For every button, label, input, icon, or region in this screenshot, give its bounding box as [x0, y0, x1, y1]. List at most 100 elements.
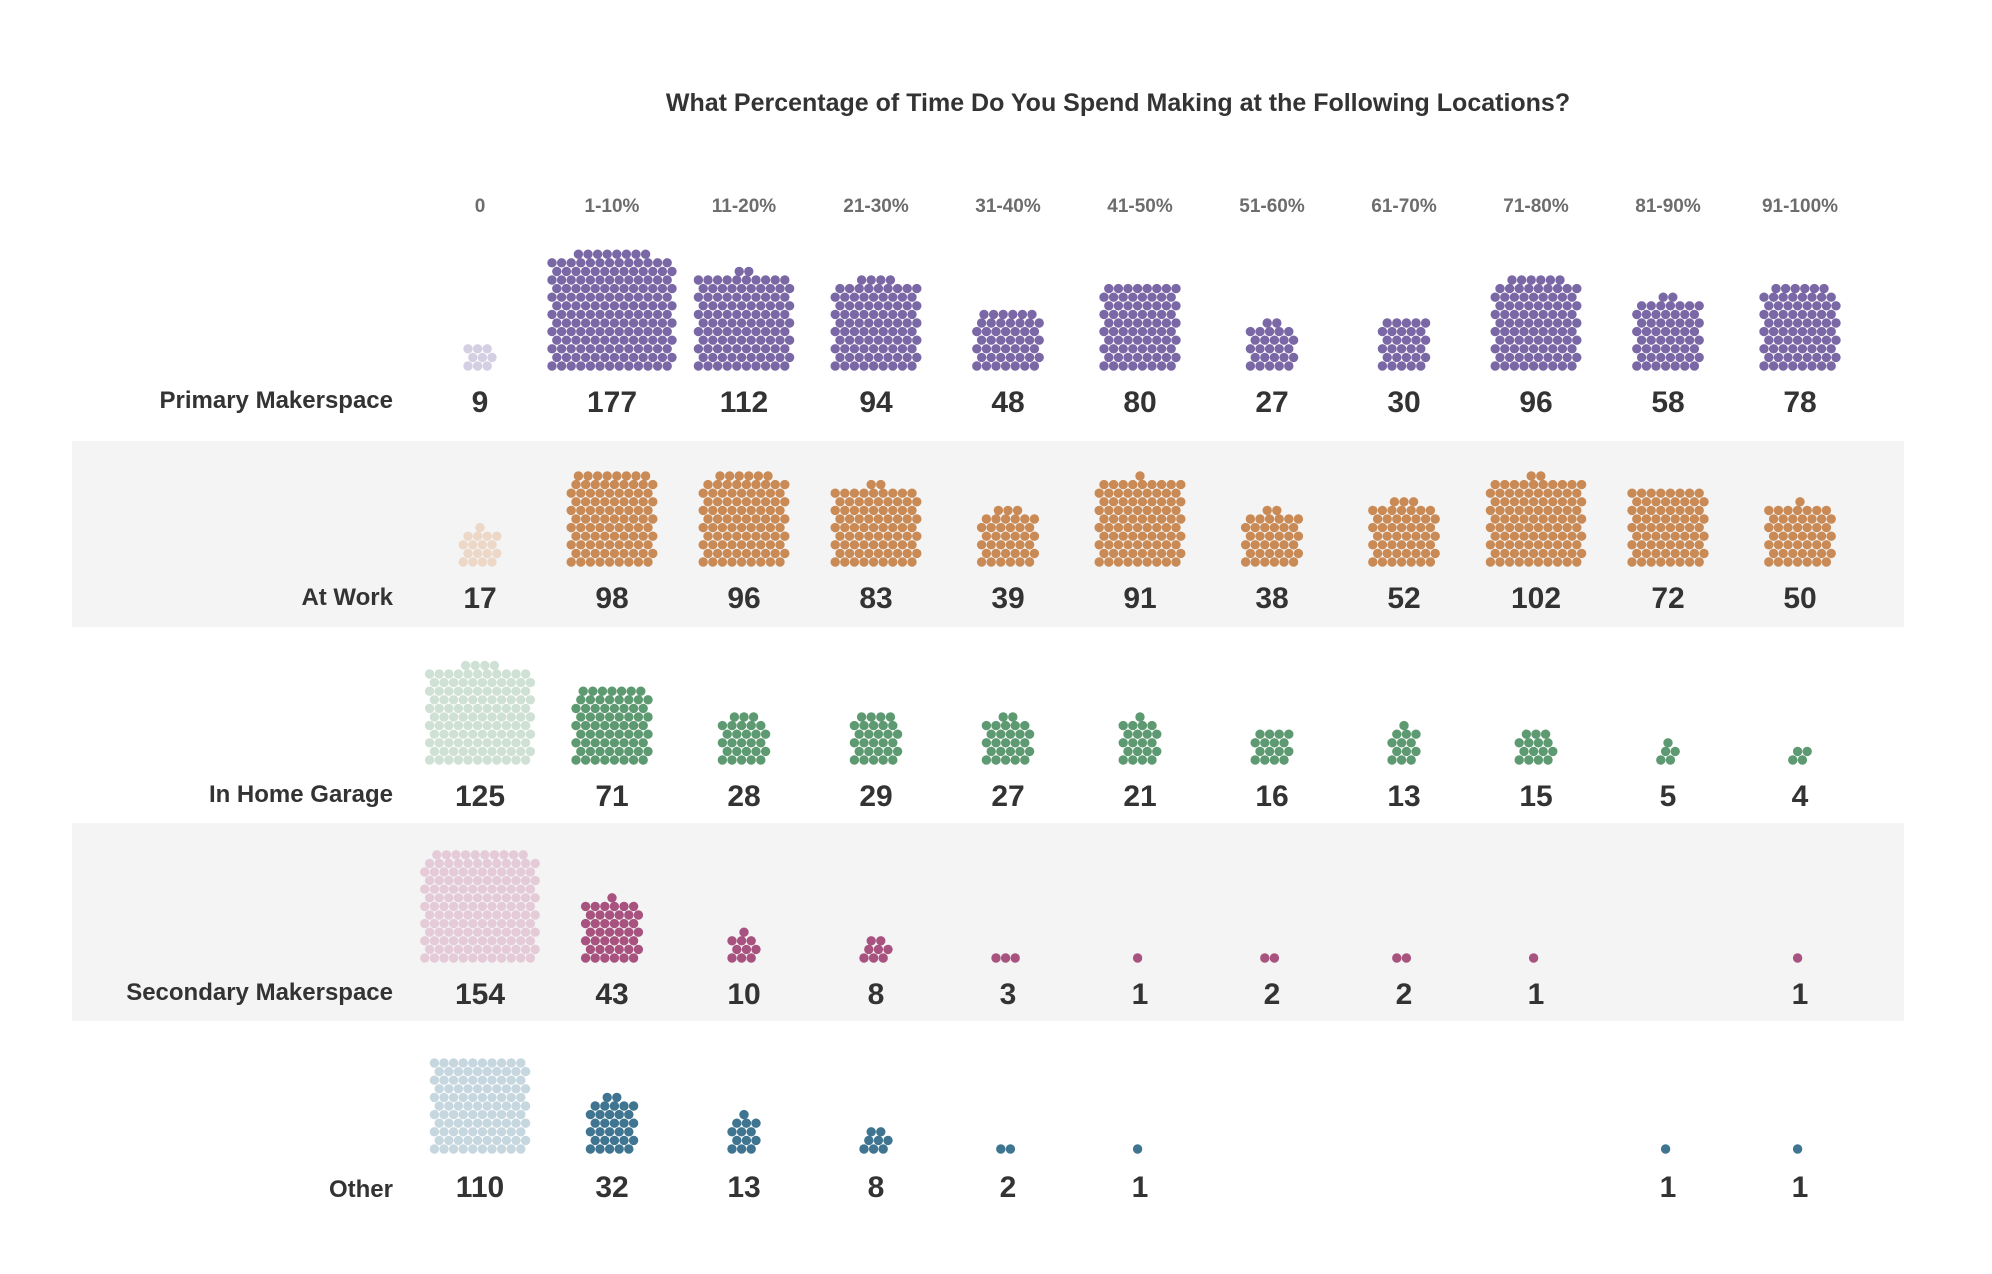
data-dot	[516, 1127, 526, 1137]
data-dot	[1504, 488, 1515, 498]
data-dot	[1788, 755, 1798, 765]
data-dot	[1245, 361, 1256, 371]
data-dot	[1646, 301, 1656, 311]
column-header: 41-50%	[1107, 196, 1173, 217]
data-dot	[1533, 488, 1544, 498]
data-dot	[624, 910, 634, 920]
data-dot	[501, 720, 512, 731]
data-dot	[643, 522, 653, 533]
data-dot	[873, 548, 884, 559]
data-dot	[652, 292, 663, 302]
data-dot	[552, 318, 562, 328]
data-dot	[1147, 755, 1157, 765]
data-dot	[760, 746, 771, 757]
data-dot	[657, 352, 668, 363]
data-dot	[453, 703, 464, 714]
data-dot	[1147, 344, 1157, 354]
data-dot	[576, 540, 586, 550]
data-dot	[1147, 326, 1157, 337]
data-dot	[1094, 540, 1104, 550]
data-dot	[1656, 557, 1666, 567]
data-dot	[717, 335, 728, 345]
data-dot	[1020, 531, 1030, 541]
data-dot	[614, 258, 624, 268]
count-label: 43	[595, 978, 628, 1011]
data-dot	[1147, 292, 1157, 302]
data-dot	[1142, 540, 1152, 550]
data-dot	[727, 755, 737, 765]
data-dot	[727, 540, 737, 550]
data-dot	[566, 522, 576, 533]
count-label: 112	[720, 386, 768, 419]
data-dot	[444, 927, 454, 937]
data-dot	[1104, 505, 1114, 516]
data-dot	[736, 318, 747, 328]
data-dot	[840, 557, 850, 567]
data-dot	[580, 514, 591, 524]
data-dot	[506, 1127, 516, 1137]
data-dot	[991, 514, 1001, 524]
data-dot	[751, 326, 761, 337]
data-dot	[1807, 309, 1817, 320]
data-dot	[600, 1118, 610, 1128]
data-dot	[1792, 540, 1803, 550]
data-dot	[1500, 344, 1510, 354]
data-dot	[902, 531, 912, 541]
data-dot	[667, 352, 677, 363]
data-dot	[580, 738, 591, 748]
data-dot	[619, 1135, 629, 1146]
count-label: 52	[1387, 582, 1420, 615]
data-dot	[859, 488, 869, 498]
data-dot	[1034, 352, 1044, 363]
data-dot	[1528, 361, 1539, 371]
data-dot	[830, 522, 840, 533]
data-dot	[703, 344, 713, 354]
data-dot	[1104, 335, 1114, 345]
data-dot	[585, 944, 596, 955]
data-dot	[722, 746, 732, 757]
data-dot	[1147, 548, 1157, 559]
data-dot	[595, 258, 605, 268]
data-dot	[1807, 361, 1817, 371]
data-dot	[873, 1135, 884, 1146]
data-dot	[756, 283, 766, 294]
data-dot	[883, 335, 893, 345]
data-dot	[1538, 746, 1548, 757]
data-dot	[511, 1118, 521, 1128]
data-dot	[492, 720, 502, 731]
data-dot	[609, 703, 620, 714]
data-dot	[1651, 548, 1661, 559]
data-dot	[1490, 531, 1500, 541]
data-dot	[693, 326, 704, 337]
data-dot	[595, 488, 605, 498]
data-dot	[585, 1109, 596, 1120]
dot-cluster	[424, 660, 536, 765]
data-dot	[1118, 497, 1128, 507]
data-dot	[1104, 522, 1114, 533]
data-dot	[463, 875, 473, 886]
data-dot	[1651, 531, 1661, 541]
data-dot	[912, 318, 922, 328]
data-dot	[648, 514, 658, 524]
data-dot	[864, 548, 874, 559]
data-dot	[1132, 335, 1143, 345]
data-dot	[1665, 540, 1676, 550]
data-dot	[482, 755, 492, 765]
data-dot	[516, 677, 526, 688]
data-dot	[722, 729, 732, 739]
data-dot	[1528, 531, 1539, 541]
data-dot	[868, 488, 879, 498]
data-dot	[480, 850, 490, 860]
data-dot	[1665, 352, 1676, 363]
data-dot	[439, 1127, 449, 1137]
data-dot	[492, 875, 502, 886]
data-dot	[652, 275, 663, 285]
data-dot	[439, 677, 449, 688]
data-dot	[1656, 352, 1666, 363]
row-bands	[72, 441, 1904, 1021]
data-dot	[609, 953, 620, 963]
data-dot	[604, 746, 615, 757]
data-dot	[472, 858, 483, 869]
data-dot	[1646, 505, 1656, 516]
data-dot	[1113, 557, 1124, 567]
